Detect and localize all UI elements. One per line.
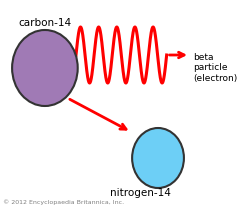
- Text: © 2012 Encyclopaedia Britannica, Inc.: © 2012 Encyclopaedia Britannica, Inc.: [3, 199, 124, 205]
- Circle shape: [12, 30, 78, 106]
- Text: nitrogen-14: nitrogen-14: [110, 188, 171, 198]
- Text: beta
particle
(electron): beta particle (electron): [193, 53, 238, 83]
- Text: carbon-14: carbon-14: [18, 18, 71, 28]
- Circle shape: [132, 128, 184, 188]
